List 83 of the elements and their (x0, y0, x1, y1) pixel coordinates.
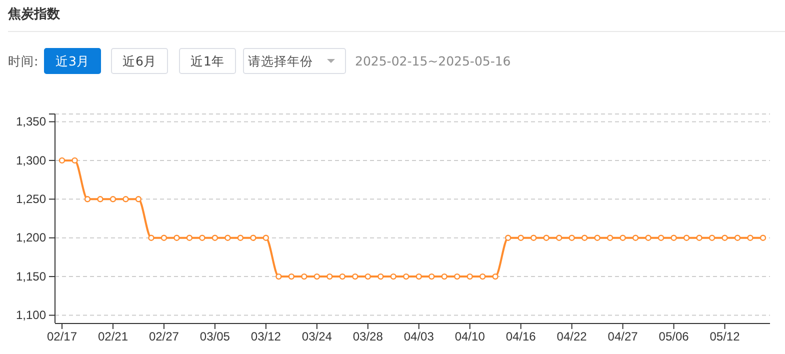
point (212, 234, 218, 241)
x-tick-label: 03/28 (352, 330, 384, 344)
x-tick-label: 04/03 (404, 330, 434, 344)
point (606, 234, 614, 241)
text: 2025-02-15~2025-05-16 (355, 54, 511, 68)
point (58, 157, 66, 164)
point (97, 196, 104, 202)
text: 时间: (8, 54, 38, 68)
x-tick-label: 04/22 (556, 330, 588, 344)
point (84, 196, 91, 202)
point (747, 234, 754, 241)
point (352, 273, 358, 280)
x-tick-label: 03/24 (302, 330, 332, 344)
point (530, 234, 537, 241)
x-tick-label: 03/12 (250, 330, 282, 344)
x-tick-label: 04/10 (454, 330, 486, 344)
point (620, 234, 626, 241)
y-tick-label: 1,150 (16, 269, 46, 284)
y-tick-label: 1,100 (16, 308, 46, 322)
point (696, 234, 702, 241)
point (568, 234, 575, 241)
point (326, 273, 333, 280)
x-tick-label: 05/06 (658, 330, 690, 344)
point (416, 273, 422, 280)
point (314, 273, 320, 280)
point (645, 234, 652, 241)
point (378, 273, 384, 280)
point (658, 234, 664, 241)
point (632, 234, 639, 241)
point (186, 234, 193, 241)
x-tick-label: 02/17 (46, 330, 78, 344)
point (518, 234, 524, 241)
x-tick-label: 05/12 (710, 330, 740, 344)
point (301, 273, 308, 280)
chart-title: 焦炭指数 (7, 7, 61, 22)
point (480, 273, 486, 280)
point (174, 234, 180, 241)
point (428, 273, 435, 280)
point (670, 234, 677, 241)
y-tick-label: 1,300 (16, 153, 46, 168)
period-button[interactable]: 近1年 (179, 48, 236, 74)
x-tick-label: 04/27 (608, 330, 638, 344)
y-tick-label: 1,350 (16, 114, 46, 129)
point (148, 234, 154, 241)
point (72, 157, 78, 164)
point (581, 234, 588, 241)
period-button[interactable]: 近3月 (44, 48, 101, 74)
point (110, 196, 116, 202)
point (722, 234, 728, 241)
period-button[interactable]: 近6月 (111, 48, 168, 74)
point (237, 234, 244, 241)
point (594, 234, 600, 241)
y-tick-label: 1,200 (16, 230, 46, 245)
point (734, 234, 741, 241)
point (543, 234, 550, 241)
x-tick-label: 02/27 (148, 330, 180, 344)
point (504, 234, 512, 241)
point (339, 273, 346, 280)
point (262, 234, 270, 241)
point (708, 234, 716, 241)
point (288, 273, 295, 280)
point (454, 273, 460, 280)
x-tick-label: 04/16 (506, 330, 536, 344)
point (199, 234, 206, 241)
point (224, 234, 231, 241)
point (760, 234, 766, 241)
x-tick-label: 02/21 (98, 330, 128, 344)
point (556, 234, 562, 241)
x-tick-label: 03/05 (200, 330, 230, 344)
point (403, 273, 410, 280)
point (122, 196, 129, 202)
point (441, 273, 448, 280)
point (135, 196, 142, 202)
point (683, 234, 690, 241)
y-tick-label: 1,250 (16, 192, 46, 206)
point (276, 273, 282, 280)
point (160, 234, 168, 241)
point (390, 273, 396, 280)
year-select[interactable]: 请选择年份 (243, 48, 346, 74)
point (250, 234, 256, 241)
point (364, 273, 371, 280)
point (492, 273, 498, 280)
point (466, 273, 473, 280)
